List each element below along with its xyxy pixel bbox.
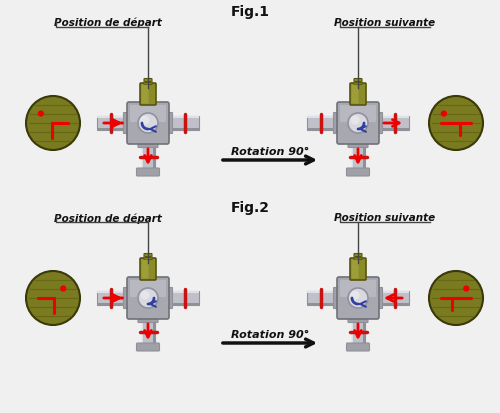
Bar — [352, 317, 364, 347]
Circle shape — [26, 271, 80, 325]
FancyBboxPatch shape — [350, 83, 366, 105]
FancyBboxPatch shape — [166, 287, 172, 309]
Bar — [152, 142, 154, 172]
Bar — [307, 128, 339, 130]
Bar — [352, 142, 354, 172]
Bar — [142, 142, 154, 172]
Bar — [97, 128, 129, 130]
FancyBboxPatch shape — [340, 280, 376, 297]
Bar — [377, 128, 409, 130]
Bar — [97, 116, 129, 118]
Bar — [307, 291, 339, 305]
Bar — [307, 303, 339, 305]
FancyBboxPatch shape — [352, 85, 358, 104]
FancyBboxPatch shape — [130, 280, 166, 297]
Text: Position de départ: Position de départ — [54, 213, 162, 223]
Circle shape — [26, 96, 80, 150]
FancyBboxPatch shape — [348, 316, 368, 323]
FancyBboxPatch shape — [348, 142, 368, 147]
Circle shape — [348, 288, 368, 308]
Bar — [377, 116, 409, 130]
FancyBboxPatch shape — [376, 287, 382, 309]
Bar — [167, 116, 199, 118]
FancyBboxPatch shape — [142, 259, 148, 278]
Bar — [142, 317, 144, 347]
Circle shape — [38, 111, 44, 116]
Bar — [167, 291, 199, 293]
Bar — [97, 303, 129, 305]
Bar — [167, 303, 199, 305]
FancyBboxPatch shape — [337, 277, 379, 319]
Bar — [352, 142, 364, 172]
Circle shape — [61, 286, 66, 291]
FancyBboxPatch shape — [346, 343, 370, 351]
Bar — [377, 303, 409, 305]
FancyBboxPatch shape — [127, 277, 169, 319]
Bar — [377, 116, 409, 118]
Text: Fig.1: Fig.1 — [230, 5, 270, 19]
FancyBboxPatch shape — [127, 102, 169, 144]
FancyBboxPatch shape — [354, 254, 362, 259]
FancyBboxPatch shape — [334, 112, 340, 133]
FancyBboxPatch shape — [136, 168, 160, 176]
Bar — [97, 116, 129, 130]
FancyBboxPatch shape — [354, 78, 362, 85]
FancyBboxPatch shape — [340, 105, 376, 122]
Circle shape — [140, 116, 149, 124]
Circle shape — [138, 113, 158, 133]
FancyBboxPatch shape — [144, 254, 152, 259]
FancyBboxPatch shape — [140, 258, 156, 280]
Circle shape — [464, 286, 468, 291]
Bar — [167, 291, 199, 305]
FancyBboxPatch shape — [337, 102, 379, 144]
FancyBboxPatch shape — [138, 142, 158, 147]
Circle shape — [140, 290, 149, 299]
Bar — [377, 291, 409, 293]
Bar — [362, 142, 364, 172]
Text: Rotation 90°: Rotation 90° — [231, 147, 309, 157]
Text: Fig.2: Fig.2 — [230, 201, 270, 215]
FancyBboxPatch shape — [138, 316, 158, 323]
FancyBboxPatch shape — [124, 287, 130, 309]
Circle shape — [429, 96, 483, 150]
FancyBboxPatch shape — [144, 78, 152, 85]
FancyBboxPatch shape — [346, 168, 370, 176]
Bar — [352, 317, 354, 347]
Bar — [142, 142, 144, 172]
Bar — [167, 128, 199, 130]
Circle shape — [442, 111, 446, 116]
FancyBboxPatch shape — [166, 112, 172, 133]
Text: Position suivante: Position suivante — [334, 213, 436, 223]
FancyBboxPatch shape — [350, 258, 366, 280]
FancyBboxPatch shape — [376, 112, 382, 133]
Circle shape — [350, 290, 360, 299]
Bar — [307, 291, 339, 293]
Circle shape — [350, 116, 360, 124]
Bar — [307, 116, 339, 130]
Text: Position suivante: Position suivante — [334, 18, 436, 28]
Circle shape — [348, 113, 368, 133]
FancyBboxPatch shape — [352, 259, 358, 278]
FancyBboxPatch shape — [136, 343, 160, 351]
Bar — [167, 116, 199, 130]
Bar — [97, 291, 129, 305]
FancyBboxPatch shape — [334, 287, 340, 309]
Bar — [97, 291, 129, 293]
Text: Position de départ: Position de départ — [54, 18, 162, 28]
FancyBboxPatch shape — [140, 83, 156, 105]
FancyBboxPatch shape — [130, 105, 166, 122]
Circle shape — [429, 271, 483, 325]
Bar — [307, 116, 339, 118]
Text: Rotation 90°: Rotation 90° — [231, 330, 309, 340]
Bar — [152, 317, 154, 347]
FancyBboxPatch shape — [142, 85, 148, 104]
Bar — [362, 317, 364, 347]
Bar — [142, 317, 154, 347]
Circle shape — [138, 288, 158, 308]
FancyBboxPatch shape — [124, 112, 130, 133]
Bar — [377, 291, 409, 305]
